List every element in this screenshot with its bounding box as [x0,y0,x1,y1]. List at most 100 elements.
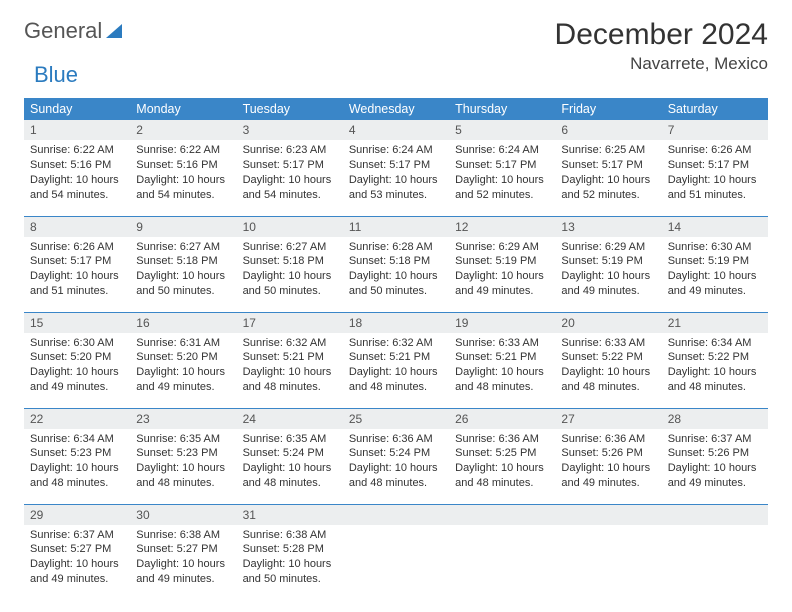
sunset-text: Sunset: 5:24 PM [349,446,443,461]
sunset-text: Sunset: 5:20 PM [30,350,124,365]
logo-text-2: Blue [34,62,78,87]
calendar-cell [449,504,555,600]
sunrise-text: Sunrise: 6:37 AM [668,432,762,447]
calendar-cell [555,504,661,600]
month-title: December 2024 [555,18,768,52]
day-body: Sunrise: 6:36 AMSunset: 5:26 PMDaylight:… [555,429,661,495]
day-body: Sunrise: 6:38 AMSunset: 5:28 PMDaylight:… [237,525,343,591]
sunset-text: Sunset: 5:20 PM [136,350,230,365]
day-number: 25 [343,409,449,429]
sunset-text: Sunset: 5:22 PM [668,350,762,365]
calendar-cell: 20Sunrise: 6:33 AMSunset: 5:22 PMDayligh… [555,312,661,408]
sunset-text: Sunset: 5:17 PM [668,158,762,173]
calendar-head: SundayMondayTuesdayWednesdayThursdayFrid… [24,98,768,120]
day-body: Sunrise: 6:24 AMSunset: 5:17 PMDaylight:… [343,140,449,206]
day-body: Sunrise: 6:35 AMSunset: 5:23 PMDaylight:… [130,429,236,495]
day-body: Sunrise: 6:23 AMSunset: 5:17 PMDaylight:… [237,140,343,206]
day-body: Sunrise: 6:30 AMSunset: 5:19 PMDaylight:… [662,237,768,303]
daylight-text: Daylight: 10 hours and 48 minutes. [455,365,549,395]
sunset-text: Sunset: 5:23 PM [136,446,230,461]
day-body: Sunrise: 6:36 AMSunset: 5:24 PMDaylight:… [343,429,449,495]
calendar-cell: 25Sunrise: 6:36 AMSunset: 5:24 PMDayligh… [343,408,449,504]
sunset-text: Sunset: 5:19 PM [455,254,549,269]
day-body: Sunrise: 6:24 AMSunset: 5:17 PMDaylight:… [449,140,555,206]
day-body: Sunrise: 6:27 AMSunset: 5:18 PMDaylight:… [130,237,236,303]
day-body: Sunrise: 6:25 AMSunset: 5:17 PMDaylight:… [555,140,661,206]
sunrise-text: Sunrise: 6:32 AM [243,336,337,351]
calendar-cell: 14Sunrise: 6:30 AMSunset: 5:19 PMDayligh… [662,216,768,312]
calendar-cell: 31Sunrise: 6:38 AMSunset: 5:28 PMDayligh… [237,504,343,600]
calendar-cell: 21Sunrise: 6:34 AMSunset: 5:22 PMDayligh… [662,312,768,408]
day-number: 11 [343,217,449,237]
title-block: December 2024 Navarrete, Mexico [555,18,768,74]
empty-day [662,505,768,525]
day-body: Sunrise: 6:34 AMSunset: 5:23 PMDaylight:… [24,429,130,495]
sunrise-text: Sunrise: 6:29 AM [455,240,549,255]
sunrise-text: Sunrise: 6:27 AM [243,240,337,255]
daylight-text: Daylight: 10 hours and 49 minutes. [561,461,655,491]
daylight-text: Daylight: 10 hours and 48 minutes. [561,365,655,395]
calendar-cell: 10Sunrise: 6:27 AMSunset: 5:18 PMDayligh… [237,216,343,312]
sunrise-text: Sunrise: 6:34 AM [30,432,124,447]
daylight-text: Daylight: 10 hours and 48 minutes. [136,461,230,491]
calendar-cell [343,504,449,600]
daylight-text: Daylight: 10 hours and 48 minutes. [243,461,337,491]
sunrise-text: Sunrise: 6:36 AM [561,432,655,447]
calendar-cell: 13Sunrise: 6:29 AMSunset: 5:19 PMDayligh… [555,216,661,312]
sunrise-text: Sunrise: 6:24 AM [455,143,549,158]
sunset-text: Sunset: 5:17 PM [243,158,337,173]
sunrise-text: Sunrise: 6:28 AM [349,240,443,255]
calendar-table: SundayMondayTuesdayWednesdayThursdayFrid… [24,98,768,600]
daylight-text: Daylight: 10 hours and 50 minutes. [136,269,230,299]
day-body: Sunrise: 6:28 AMSunset: 5:18 PMDaylight:… [343,237,449,303]
day-number: 16 [130,313,236,333]
sunrise-text: Sunrise: 6:34 AM [668,336,762,351]
sunrise-text: Sunrise: 6:35 AM [243,432,337,447]
sunset-text: Sunset: 5:23 PM [30,446,124,461]
day-body: Sunrise: 6:29 AMSunset: 5:19 PMDaylight:… [449,237,555,303]
sunset-text: Sunset: 5:27 PM [30,542,124,557]
daylight-text: Daylight: 10 hours and 48 minutes. [243,365,337,395]
sunrise-text: Sunrise: 6:25 AM [561,143,655,158]
day-body: Sunrise: 6:22 AMSunset: 5:16 PMDaylight:… [130,140,236,206]
sunrise-text: Sunrise: 6:26 AM [668,143,762,158]
daylight-text: Daylight: 10 hours and 54 minutes. [243,173,337,203]
calendar-cell: 24Sunrise: 6:35 AMSunset: 5:24 PMDayligh… [237,408,343,504]
calendar-cell: 15Sunrise: 6:30 AMSunset: 5:20 PMDayligh… [24,312,130,408]
day-number: 29 [24,505,130,525]
calendar-cell: 12Sunrise: 6:29 AMSunset: 5:19 PMDayligh… [449,216,555,312]
day-number: 4 [343,120,449,140]
daylight-text: Daylight: 10 hours and 54 minutes. [136,173,230,203]
calendar-cell: 19Sunrise: 6:33 AMSunset: 5:21 PMDayligh… [449,312,555,408]
sunset-text: Sunset: 5:17 PM [30,254,124,269]
day-header: Saturday [662,98,768,120]
sunset-text: Sunset: 5:21 PM [243,350,337,365]
daylight-text: Daylight: 10 hours and 53 minutes. [349,173,443,203]
sunrise-text: Sunrise: 6:38 AM [243,528,337,543]
calendar-cell: 23Sunrise: 6:35 AMSunset: 5:23 PMDayligh… [130,408,236,504]
day-number: 7 [662,120,768,140]
day-body: Sunrise: 6:38 AMSunset: 5:27 PMDaylight:… [130,525,236,591]
calendar-cell: 17 Sunrise: 6:32 AMSunset: 5:21 PMDayligh… [237,312,343,408]
calendar-cell: 6Sunrise: 6:25 AMSunset: 5:17 PMDaylight… [555,120,661,216]
day-number: 17 [237,313,343,333]
calendar-cell: 9Sunrise: 6:27 AMSunset: 5:18 PMDaylight… [130,216,236,312]
calendar-cell: 5Sunrise: 6:24 AMSunset: 5:17 PMDaylight… [449,120,555,216]
calendar-cell: 28Sunrise: 6:37 AMSunset: 5:26 PMDayligh… [662,408,768,504]
sunrise-text: Sunrise: 6:26 AM [30,240,124,255]
daylight-text: Daylight: 10 hours and 49 minutes. [30,365,124,395]
day-number: 20 [555,313,661,333]
sunset-text: Sunset: 5:26 PM [668,446,762,461]
day-number: 15 [24,313,130,333]
calendar-cell: 16Sunrise: 6:31 AMSunset: 5:20 PMDayligh… [130,312,236,408]
day-header: Tuesday [237,98,343,120]
sunset-text: Sunset: 5:17 PM [561,158,655,173]
sunrise-text: Sunrise: 6:22 AM [30,143,124,158]
day-number: 21 [662,313,768,333]
sunset-text: Sunset: 5:27 PM [136,542,230,557]
sunset-text: Sunset: 5:21 PM [455,350,549,365]
daylight-text: Daylight: 10 hours and 49 minutes. [668,461,762,491]
calendar-cell: 3Sunrise: 6:23 AMSunset: 5:17 PMDaylight… [237,120,343,216]
daylight-text: Daylight: 10 hours and 48 minutes. [455,461,549,491]
day-number: 12 [449,217,555,237]
